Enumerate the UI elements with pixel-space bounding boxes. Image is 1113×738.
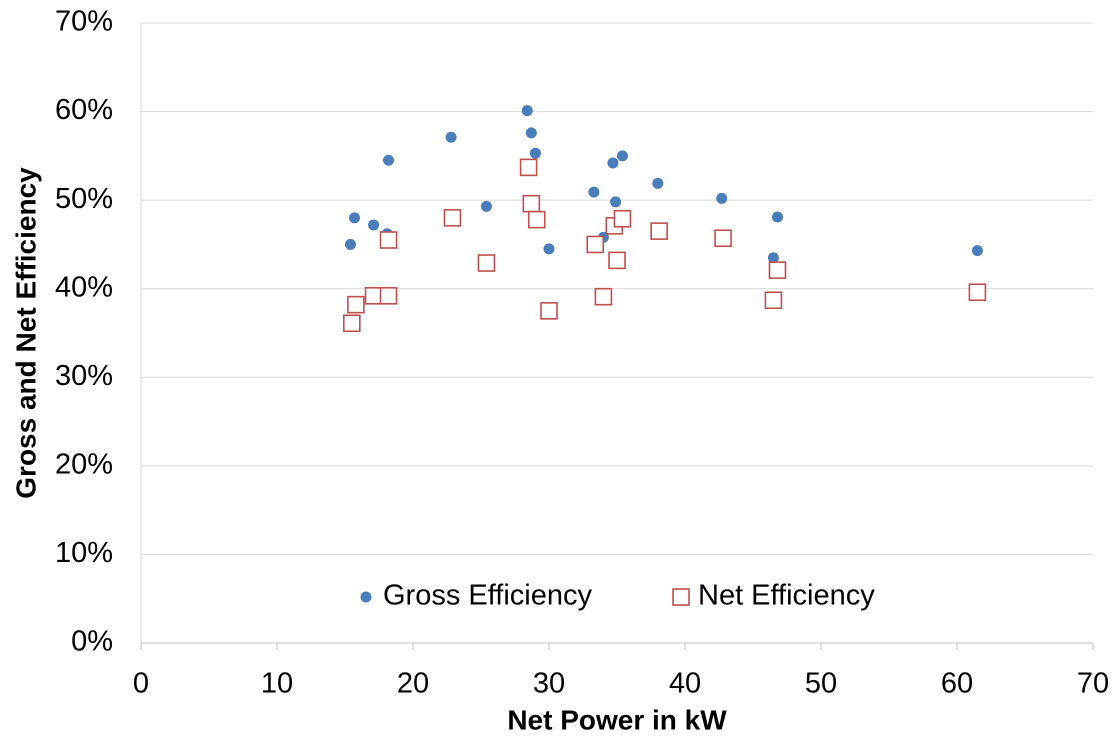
data-point bbox=[519, 158, 538, 177]
data-point bbox=[525, 127, 537, 139]
data-point bbox=[610, 196, 622, 208]
x-tick-label: 40 bbox=[669, 668, 701, 700]
data-point bbox=[522, 194, 541, 213]
y-tick-label: 50% bbox=[55, 183, 113, 215]
y-tick-label: 30% bbox=[55, 360, 113, 392]
data-point bbox=[968, 283, 987, 302]
data-point bbox=[521, 105, 533, 117]
data-point bbox=[529, 147, 541, 159]
legend-marker bbox=[672, 588, 690, 606]
x-tick-label: 60 bbox=[941, 668, 973, 700]
data-point bbox=[764, 291, 783, 310]
data-point bbox=[383, 154, 395, 166]
data-point bbox=[714, 229, 732, 248]
x-tick-label: 10 bbox=[261, 668, 293, 700]
data-point bbox=[613, 209, 632, 228]
x-axis-title: Net Power in kW bbox=[507, 704, 727, 735]
data-point bbox=[650, 222, 668, 240]
data-point bbox=[608, 251, 626, 270]
x-tick-label: 30 bbox=[533, 668, 565, 700]
data-point bbox=[347, 295, 365, 314]
data-point bbox=[540, 302, 558, 320]
data-point bbox=[368, 219, 380, 231]
data-point bbox=[379, 231, 398, 249]
legend-marker bbox=[360, 591, 372, 603]
data-point bbox=[586, 235, 605, 254]
data-point bbox=[543, 243, 555, 255]
data-point bbox=[616, 150, 628, 162]
data-point bbox=[767, 252, 779, 264]
y-tick-label: 20% bbox=[55, 449, 113, 481]
y-tick-label: 0% bbox=[71, 626, 113, 658]
data-point bbox=[445, 131, 457, 143]
data-point bbox=[344, 238, 356, 250]
data-point bbox=[971, 245, 983, 257]
x-tick-label: 50 bbox=[805, 668, 837, 700]
y-tick-label: 60% bbox=[55, 94, 113, 126]
x-tick-label: 0 bbox=[133, 668, 149, 700]
y-axis-title: Gross and Net Efficiency bbox=[10, 167, 41, 499]
y-tick-label: 40% bbox=[55, 271, 113, 303]
data-point bbox=[477, 254, 496, 272]
data-point bbox=[768, 261, 787, 279]
data-point bbox=[607, 157, 619, 169]
data-point bbox=[443, 209, 462, 227]
data-point bbox=[652, 177, 664, 189]
data-point bbox=[527, 210, 546, 229]
legend-label: Net Efficiency bbox=[698, 580, 875, 612]
data-point bbox=[594, 287, 613, 306]
data-point bbox=[349, 212, 361, 224]
legend-label: Gross Efficiency bbox=[383, 580, 592, 612]
y-tick-label: 70% bbox=[55, 6, 113, 38]
data-point bbox=[480, 200, 492, 212]
data-point bbox=[364, 286, 383, 305]
data-point bbox=[588, 186, 600, 198]
x-tick-label: 70 bbox=[1077, 668, 1109, 700]
y-tick-label: 10% bbox=[55, 537, 113, 569]
data-point bbox=[716, 192, 728, 204]
data-point bbox=[342, 314, 361, 333]
data-point bbox=[771, 211, 783, 223]
x-tick-label: 20 bbox=[397, 668, 429, 700]
data-point bbox=[379, 286, 398, 305]
